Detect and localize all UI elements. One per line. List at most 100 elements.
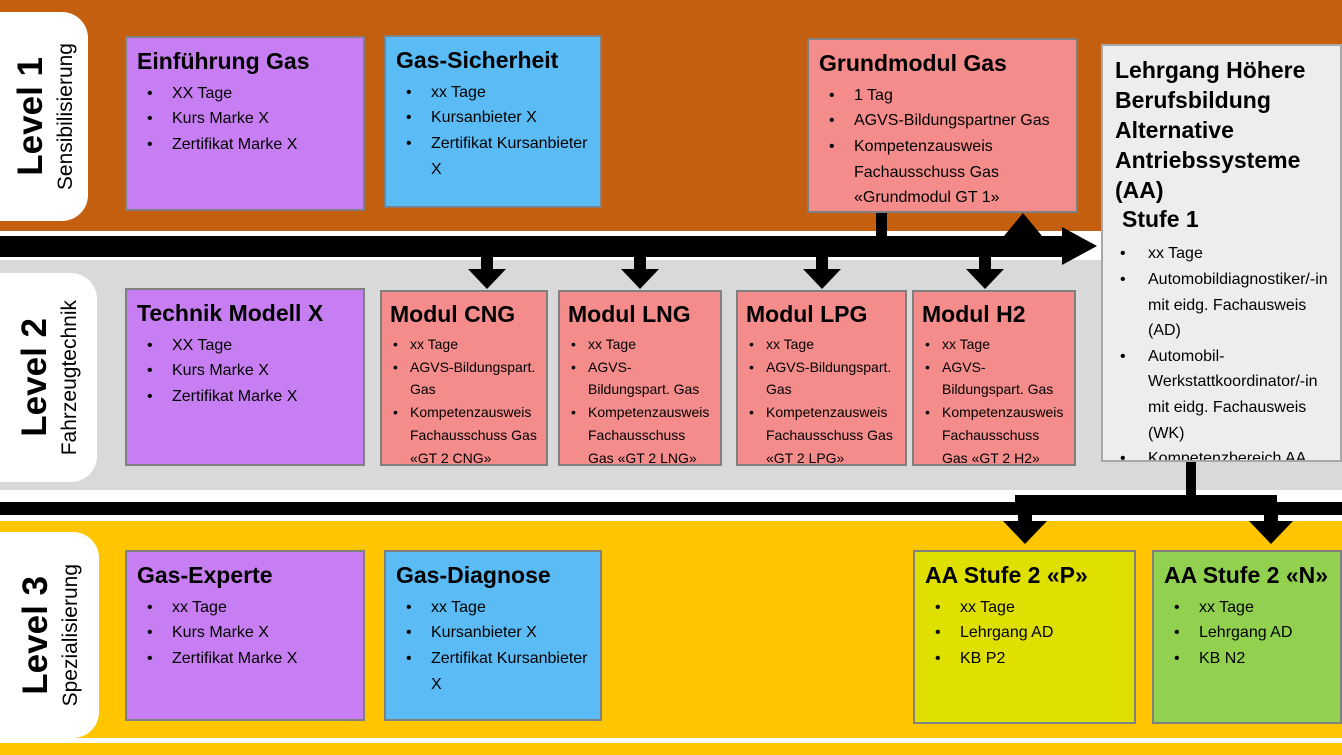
- card-bullets: xx Tage AGVS-Bildungspart. Gas Kompetenz…: [390, 333, 538, 464]
- card-title: Einführung Gas: [137, 48, 310, 74]
- card-aa-stufe2-n: AA Stufe 2 «N» xx Tage Lehrgang AD KB N2: [1152, 550, 1342, 724]
- bullet-item: AGVS-Bildungspart. Gas: [568, 356, 712, 402]
- arrow-shaft-lng: [634, 255, 646, 271]
- flow-bar-right-arrow-icon: [1062, 227, 1097, 265]
- bullet-item: AGVS-Bildungspart. Gas: [390, 356, 538, 402]
- card-modul-lpg: Modul LPG xx Tage AGVS-Bildungspart. Gas…: [736, 290, 907, 466]
- card-title: Grundmodul Gas: [819, 50, 1007, 76]
- bullet-item: Zertifikat Kursanbieter X: [396, 131, 590, 182]
- bullet-item: Zertifikat Kursanbieter X: [396, 646, 590, 697]
- level1-subtitle: Sensibilisierung: [53, 42, 77, 191]
- level1-label-tab: Level 1 Sensibilisierung: [0, 12, 88, 221]
- bullet-item: AGVS-Bildungspartner Gas: [819, 108, 1066, 134]
- bullet-item: AGVS-Bildungspart. Gas: [746, 356, 897, 402]
- bullet-item: xx Tage: [390, 333, 538, 356]
- down-arrow-h2-icon: [966, 269, 1004, 289]
- card-bullets: xx Tage AGVS-Bildungspart. Gas Kompetenz…: [568, 333, 712, 464]
- card-lehrgang-hoehere-berufsbildung: Lehrgang Höhere Berufsbildung Alternativ…: [1101, 44, 1342, 462]
- bullet-item: Kompetenzbereich AA: [1115, 446, 1330, 460]
- bullet-item: XX Tage: [137, 81, 353, 107]
- card-title: Technik Modell X: [137, 300, 324, 326]
- bullet-item: xx Tage: [922, 333, 1066, 356]
- bullet-item: Automobildiagnostiker/-in mit eidg. Fach…: [1115, 267, 1330, 344]
- bullet-item: Kurs Marke X: [137, 620, 353, 646]
- card-title: Modul LNG: [568, 301, 691, 327]
- level3-band-bottom-strip: [0, 743, 1342, 755]
- card-subtitle: Stufe 1: [1122, 206, 1199, 233]
- card-title: AA Stufe 2 «N»: [1164, 562, 1329, 588]
- card-bullets: xx Tage Automobildiagnostiker/-in mit ei…: [1115, 241, 1330, 460]
- bullet-item: xx Tage: [1164, 595, 1336, 621]
- bullet-item: xx Tage: [925, 595, 1124, 621]
- arrow-shaft-aa-n: [1264, 508, 1278, 522]
- card-einfuehrung-gas: Einführung Gas XX Tage Kurs Marke X Zert…: [125, 36, 365, 211]
- bullet-item: Zertifikat Marke X: [137, 646, 353, 672]
- level3-subtitle: Spezialisierung: [59, 563, 82, 707]
- card-title: Gas-Diagnose: [396, 562, 551, 588]
- card-bullets: XX Tage Kurs Marke X Zertifikat Marke X: [137, 81, 353, 158]
- level2-name: Level 2: [15, 318, 54, 437]
- connector-lehrgang-stem: [1186, 459, 1196, 501]
- bullet-item: Lehrgang AD: [925, 620, 1124, 646]
- bullet-item: KB N2: [1164, 646, 1336, 672]
- bullet-item: Kursanbieter X: [396, 620, 590, 646]
- card-bullets: XX Tage Kurs Marke X Zertifikat Marke X: [137, 333, 353, 410]
- card-bullets: xx Tage Kursanbieter X Zertifikat Kursan…: [396, 80, 590, 182]
- down-arrow-aa-p-icon: [1003, 521, 1047, 544]
- bullet-item: xx Tage: [137, 595, 353, 621]
- card-title: Lehrgang Höhere Berufsbildung Alternativ…: [1115, 57, 1306, 203]
- bullet-item: 1 Tag: [819, 83, 1066, 109]
- down-arrow-lpg-icon: [803, 269, 841, 289]
- card-grundmodul-gas: Grundmodul Gas 1 Tag AGVS-Bildungspartne…: [807, 38, 1078, 213]
- bullet-item: xx Tage: [746, 333, 897, 356]
- bullet-item: Kompetenzausweis Fachausschuss Gas «GT 2…: [746, 401, 897, 464]
- bullet-item: xx Tage: [396, 595, 590, 621]
- card-title: Gas-Sicherheit: [396, 47, 559, 73]
- level3-label-tab: Level 3 Spezialisierung: [0, 532, 99, 738]
- bullet-item: Zertifikat Marke X: [137, 384, 353, 410]
- arrow-shaft-lpg: [816, 255, 828, 271]
- bullet-item: Kompetenzausweis Fachausschuss Gas «GT 2…: [922, 401, 1066, 464]
- bullet-item: xx Tage: [568, 333, 712, 356]
- card-modul-lng: Modul LNG xx Tage AGVS-Bildungspart. Gas…: [558, 290, 722, 466]
- card-modul-cng: Modul CNG xx Tage AGVS-Bildungspart. Gas…: [380, 290, 548, 466]
- card-bullets: xx Tage AGVS-Bildungspart. Gas Kompetenz…: [922, 333, 1066, 464]
- connector-grundmodul-stem: [876, 210, 887, 238]
- down-arrow-aa-n-icon: [1249, 521, 1293, 544]
- bullet-item: Lehrgang AD: [1164, 620, 1336, 646]
- arrow-shaft-cng: [481, 255, 493, 271]
- bullet-item: Kurs Marke X: [137, 106, 353, 132]
- bullet-item: AGVS-Bildungspart. Gas: [922, 356, 1066, 402]
- card-bullets: xx Tage Kursanbieter X Zertifikat Kursan…: [396, 595, 590, 697]
- card-title: Modul H2: [922, 301, 1026, 327]
- level1-level2-flow-bar: [0, 236, 1062, 257]
- bullet-item: Kursanbieter X: [396, 105, 590, 131]
- card-title: AA Stufe 2 «P»: [925, 562, 1088, 588]
- card-bullets: xx Tage Kurs Marke X Zertifikat Marke X: [137, 595, 353, 672]
- bullet-item: Kurs Marke X: [137, 358, 353, 384]
- level2-label-tab: Level 2 Fahrzeugtechnik: [0, 273, 97, 482]
- bullet-item: Kompetenzausweis Fachausschuss Gas «GT 2…: [568, 401, 712, 464]
- bullet-item: xx Tage: [1115, 241, 1330, 267]
- card-bullets: xx Tage Lehrgang AD KB P2: [925, 595, 1124, 672]
- card-title: Gas-Experte: [137, 562, 273, 588]
- level1-name: Level 1: [10, 57, 50, 176]
- arrow-shaft-h2: [979, 255, 991, 271]
- down-arrow-cng-icon: [468, 269, 506, 289]
- card-modul-h2: Modul H2 xx Tage AGVS-Bildungspart. Gas …: [912, 290, 1076, 466]
- level3-name: Level 3: [16, 575, 55, 695]
- arrow-shaft-aa-p: [1018, 508, 1032, 522]
- card-gas-experte: Gas-Experte xx Tage Kurs Marke X Zertifi…: [125, 550, 365, 721]
- card-title: Modul CNG: [390, 301, 516, 327]
- connector-lehrgang-crossbar: [1015, 495, 1277, 509]
- bullet-item: Zertifikat Marke X: [137, 132, 353, 158]
- bullet-item: xx Tage: [396, 80, 590, 106]
- card-title: Modul LPG: [746, 301, 868, 327]
- level2-level3-divider-bar: [0, 502, 1342, 515]
- card-bullets: xx Tage AGVS-Bildungspart. Gas Kompetenz…: [746, 333, 897, 464]
- card-gas-diagnose: Gas-Diagnose xx Tage Kursanbieter X Zert…: [384, 550, 602, 721]
- card-bullets: 1 Tag AGVS-Bildungspartner Gas Kompetenz…: [819, 83, 1066, 211]
- down-arrow-lng-icon: [621, 269, 659, 289]
- card-technik-modell-x: Technik Modell X XX Tage Kurs Marke X Ze…: [125, 288, 365, 466]
